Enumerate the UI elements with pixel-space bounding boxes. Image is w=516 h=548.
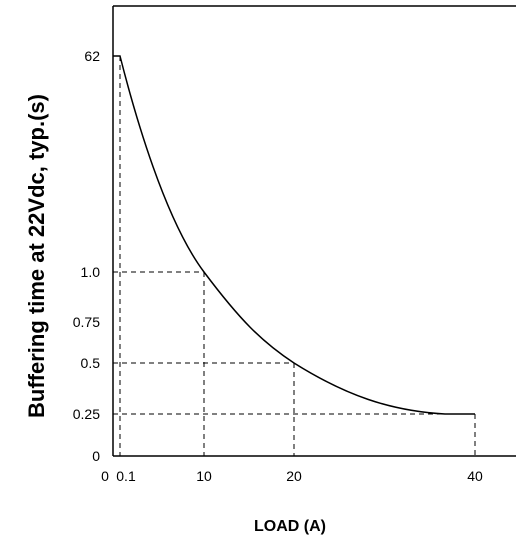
y-axis-title: Buffering time at 22Vdc, typ.(s): [24, 94, 49, 418]
reference-lines: [113, 56, 476, 456]
x-tick-labels: 0 0.1 10 20 40: [101, 468, 483, 484]
x-tick-label: 20: [286, 468, 302, 484]
y-tick-label: 62: [84, 48, 100, 64]
y-tick-labels: 62 1.0 0.75 0.5 0.25 0: [73, 48, 100, 464]
y-tick-label: 0.5: [81, 355, 101, 371]
series-line: [113, 55, 475, 415]
y-tick-label: 0: [92, 448, 100, 464]
y-tick-label: 1.0: [81, 264, 101, 280]
x-axis-title: LOAD (A): [254, 518, 326, 535]
y-tick-label: 0.25: [73, 406, 100, 422]
y-tick-label: 0.75: [73, 314, 100, 330]
plot-frame: [112, 5, 516, 457]
x-tick-label: 0: [101, 468, 109, 484]
x-tick-label: 0.1: [116, 468, 136, 484]
x-tick-label: 40: [467, 468, 483, 484]
x-tick-label: 10: [196, 468, 212, 484]
